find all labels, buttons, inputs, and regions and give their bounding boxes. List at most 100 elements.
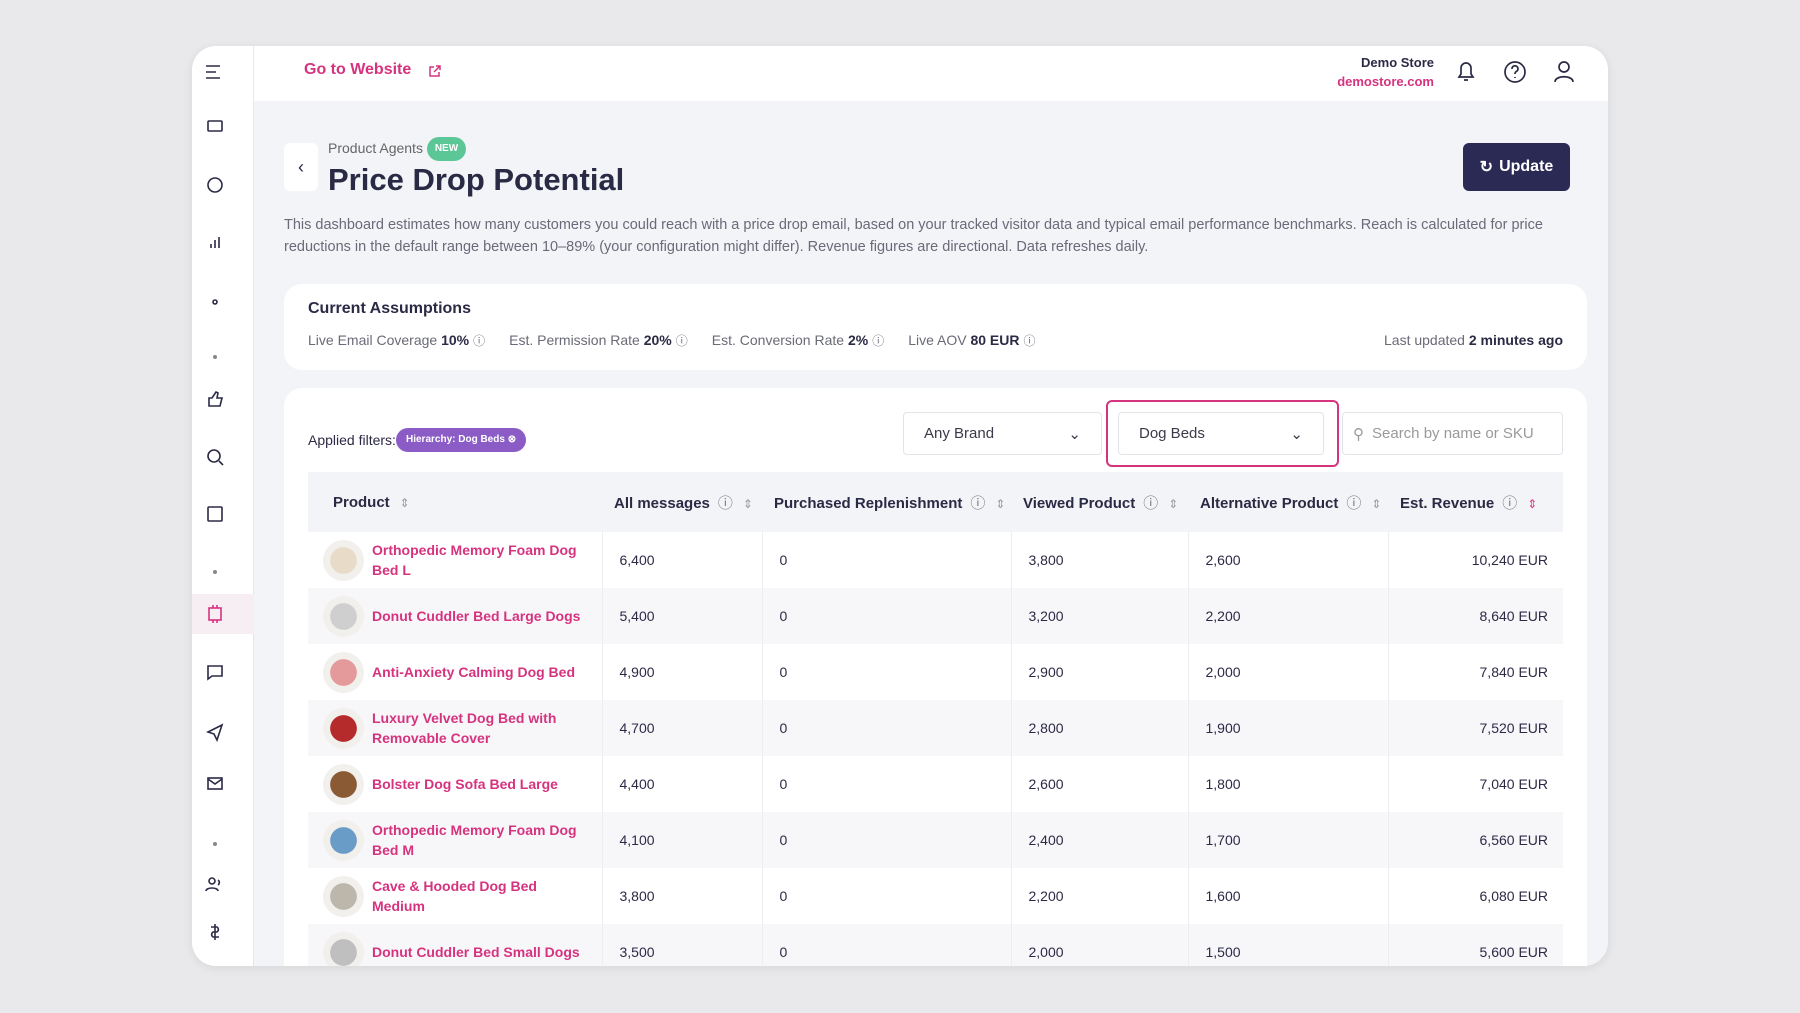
cell: 6,560 EUR (1388, 812, 1563, 868)
filter-chip[interactable]: Hierarchy: Dog Beds ⊗ (396, 428, 527, 452)
info-icon: ⓘ (473, 334, 486, 348)
column-header[interactable]: Alternative Product ⓘ ⇕ (1188, 472, 1388, 532)
cell-value: 2,600 (1205, 552, 1241, 568)
filters-label: Applied filters: (308, 432, 396, 448)
table-card: Applied filters: Hierarchy: Dog Beds ⊗ A… (284, 388, 1587, 966)
search-input[interactable]: ⚲ Search by name or SKU (1342, 412, 1563, 455)
category-select[interactable]: Dog Beds ⌄ (1118, 412, 1324, 455)
assumption-label: Live AOV (908, 332, 967, 348)
back-button[interactable]: ‹ (284, 143, 318, 191)
cell-value: 2,900 (1028, 664, 1064, 680)
cell-value: 3,800 (1028, 552, 1064, 568)
product-image (323, 539, 364, 581)
cell: 1,700 (1188, 812, 1389, 868)
cell-value: 2,200 (1028, 888, 1064, 904)
assumption-value: 10% (441, 332, 470, 348)
product: Orthopedic Memory Foam Dog Bed L (323, 539, 601, 581)
cell: 2,600 (1188, 532, 1389, 588)
cell: 5,600 EUR (1388, 924, 1563, 966)
cell: 1,900 (1188, 700, 1389, 756)
assumption-value: 20% (643, 332, 672, 348)
product-cell: Cave & Hooded Dog Bed Medium (308, 868, 603, 924)
table-row: Orthopedic Memory Foam Dog Bed M 4,100 0 2,… (308, 812, 1563, 868)
header-row: Product ⇕ All messages ⓘ ⇕ Purchased Replenis… (308, 472, 1563, 532)
cell-value: 4,100 (619, 832, 655, 848)
assumptions-card: Current Assumptions Live Email Coverage … (284, 284, 1587, 370)
cell-value: 1,500 (1205, 944, 1241, 960)
table-row: Cave & Hooded Dog Bed Medium 3,800 0 2,200 1… (308, 868, 1563, 924)
product: Orthopedic Memory Foam Dog Bed M (323, 819, 601, 861)
product: Donut Cuddler Bed Small Dogs (323, 931, 601, 966)
table-row: Bolster Dog Sofa Bed Large 4,400 0 2,600 1,8… (308, 756, 1563, 812)
assumption: Live AOV 80 EUR ⓘ (908, 332, 1035, 349)
product-name[interactable]: Donut Cuddler Bed Large Dogs (372, 608, 581, 624)
cell-value: 0 (779, 944, 788, 960)
product: Bolster Dog Sofa Bed Large (323, 763, 601, 805)
product-name[interactable]: Bolster Dog Sofa Bed Large (372, 776, 558, 792)
cell: 1,500 (1188, 924, 1389, 966)
product-name[interactable]: Orthopedic Memory Foam Dog Bed M (372, 822, 577, 858)
cell: 4,400 (602, 756, 763, 812)
updated-label: Last updated (1384, 332, 1465, 348)
info-icon: ⓘ (872, 334, 885, 348)
search-icon: ⚲ (1353, 425, 1364, 443)
product-cell: Bolster Dog Sofa Bed Large (308, 756, 603, 812)
cell: 2,000 (1011, 924, 1189, 966)
product-image (323, 931, 364, 966)
column-header[interactable]: Purchased Replenishment ⓘ ⇕ (762, 472, 1011, 532)
website-link[interactable]: Go to Website (304, 61, 412, 78)
app-window: Go to Website Demo Store demostore.com ‹ … (192, 46, 1608, 966)
column-header[interactable]: Viewed Product ⓘ ⇕ (1011, 472, 1188, 532)
product-name[interactable]: Luxury Velvet Dog Bed with Removable Cov… (372, 710, 557, 746)
assumption-label: Est. Permission Rate (509, 332, 640, 348)
product-name[interactable]: Cave & Hooded Dog Bed Medium (372, 878, 537, 914)
store-url[interactable]: demostore.com (1337, 74, 1434, 89)
update-button[interactable]: ↻ Update (1463, 143, 1570, 191)
breadcrumb: Product Agents (328, 140, 423, 156)
cell: 8,640 EUR (1388, 588, 1563, 644)
column-header[interactable]: Est. Revenue ⓘ ⇕ (1388, 472, 1563, 532)
sort-icon: ⇕ (1371, 496, 1382, 511)
cell-value: 3,800 (619, 888, 655, 904)
cell-value: 0 (779, 608, 788, 624)
cell-value: 7,040 EUR (1479, 776, 1548, 792)
cell: 0 (762, 756, 1012, 812)
assumptions-list: Live Email Coverage 10% ⓘ Est. Permission … (308, 332, 1036, 349)
column-header[interactable]: Product ⇕ (308, 472, 602, 532)
store-name: Demo Store (1361, 55, 1434, 70)
cell-value: 2,800 (1028, 720, 1064, 736)
update-label: Update (1499, 158, 1554, 175)
table-row: Orthopedic Memory Foam Dog Bed L 6,400 0 3,… (308, 532, 1563, 588)
header-icons[interactable] (1454, 58, 1594, 86)
cell: 7,840 EUR (1388, 644, 1563, 700)
info-icon: ⓘ (1502, 494, 1518, 512)
category-value: Dog Beds (1139, 425, 1205, 442)
cell-value: 7,840 EUR (1479, 664, 1548, 680)
product-name[interactable]: Donut Cuddler Bed Small Dogs (372, 944, 580, 960)
product-cell: Donut Cuddler Bed Small Dogs (308, 924, 603, 966)
top-bar: Go to Website Demo Store demostore.com (254, 46, 1608, 101)
product-image (323, 651, 364, 693)
product-name[interactable]: Anti-Anxiety Calming Dog Bed (372, 664, 576, 680)
product-image (323, 875, 364, 917)
cell: 0 (762, 588, 1012, 644)
chevron: ⌄ (1290, 425, 1303, 443)
cell: 0 (762, 812, 1012, 868)
info-icon: ⓘ (1143, 494, 1159, 512)
refresh-icon: ↻ (1479, 159, 1494, 176)
product-image (323, 595, 364, 637)
sort-icon: ⇕ (1527, 496, 1538, 511)
cell-value: 1,600 (1205, 888, 1241, 904)
sort-icon: ⇕ (1168, 496, 1179, 511)
assumption: Est. Permission Rate 20% ⓘ (509, 332, 688, 349)
cell: 7,520 EUR (1388, 700, 1563, 756)
cell-value: 6,080 EUR (1479, 888, 1548, 904)
external-icon (429, 65, 441, 77)
column-header[interactable]: All messages ⓘ ⇕ (602, 472, 762, 532)
product-image (323, 763, 364, 805)
brand-select[interactable]: Any Brand ⌄ (903, 412, 1102, 455)
chevron: ⌄ (1068, 425, 1081, 443)
cell: 1,800 (1188, 756, 1389, 812)
product-name[interactable]: Orthopedic Memory Foam Dog Bed L (372, 542, 577, 578)
